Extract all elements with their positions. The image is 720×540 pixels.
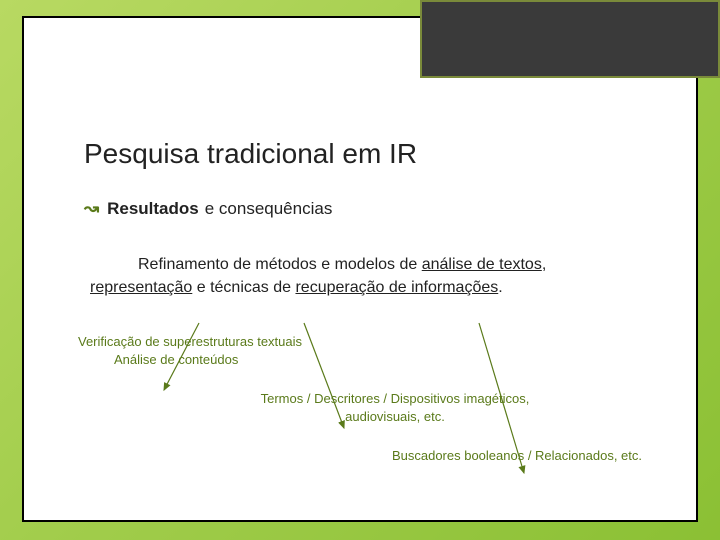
note2-line1: Termos / Descritores / Dispositivos imag… xyxy=(194,390,596,408)
note1-line1: Verificação de superestruturas textuais xyxy=(78,333,636,351)
content-area: Pesquisa tradicional em IR ↝ Resultados … xyxy=(84,138,636,463)
body-paragraph: Refinamento de métodos e modelos de anál… xyxy=(84,253,636,299)
slide-frame: Pesquisa tradicional em IR ↝ Resultados … xyxy=(22,16,698,522)
body-u1: análise de textos xyxy=(422,256,542,273)
body-mid1: , xyxy=(542,256,546,273)
note-3: Buscadores booleanos / Relacionados, etc… xyxy=(84,448,642,463)
body-prefix: Refinamento de métodos e modelos de xyxy=(138,256,422,273)
note-1: Verificação de superestruturas textuais … xyxy=(78,333,636,368)
body-u2: representação xyxy=(90,279,192,296)
slide-title: Pesquisa tradicional em IR xyxy=(84,138,636,170)
subtitle-bold: Resultados xyxy=(107,199,199,219)
title-decor-box xyxy=(420,0,720,78)
subtitle: ↝ Resultados e consequências xyxy=(84,198,636,219)
note1-line2: Análise de conteúdos xyxy=(114,351,636,369)
note-2: Termos / Descritores / Dispositivos imag… xyxy=(194,390,596,425)
subtitle-rest: e consequências xyxy=(205,199,333,219)
body-end: . xyxy=(498,279,502,296)
body-mid2: e técnicas de xyxy=(192,279,295,296)
note2-line2: audiovisuais, etc. xyxy=(194,408,596,426)
body-u3: recuperação de informações xyxy=(295,279,498,296)
bullet-icon: ↝ xyxy=(84,198,99,219)
